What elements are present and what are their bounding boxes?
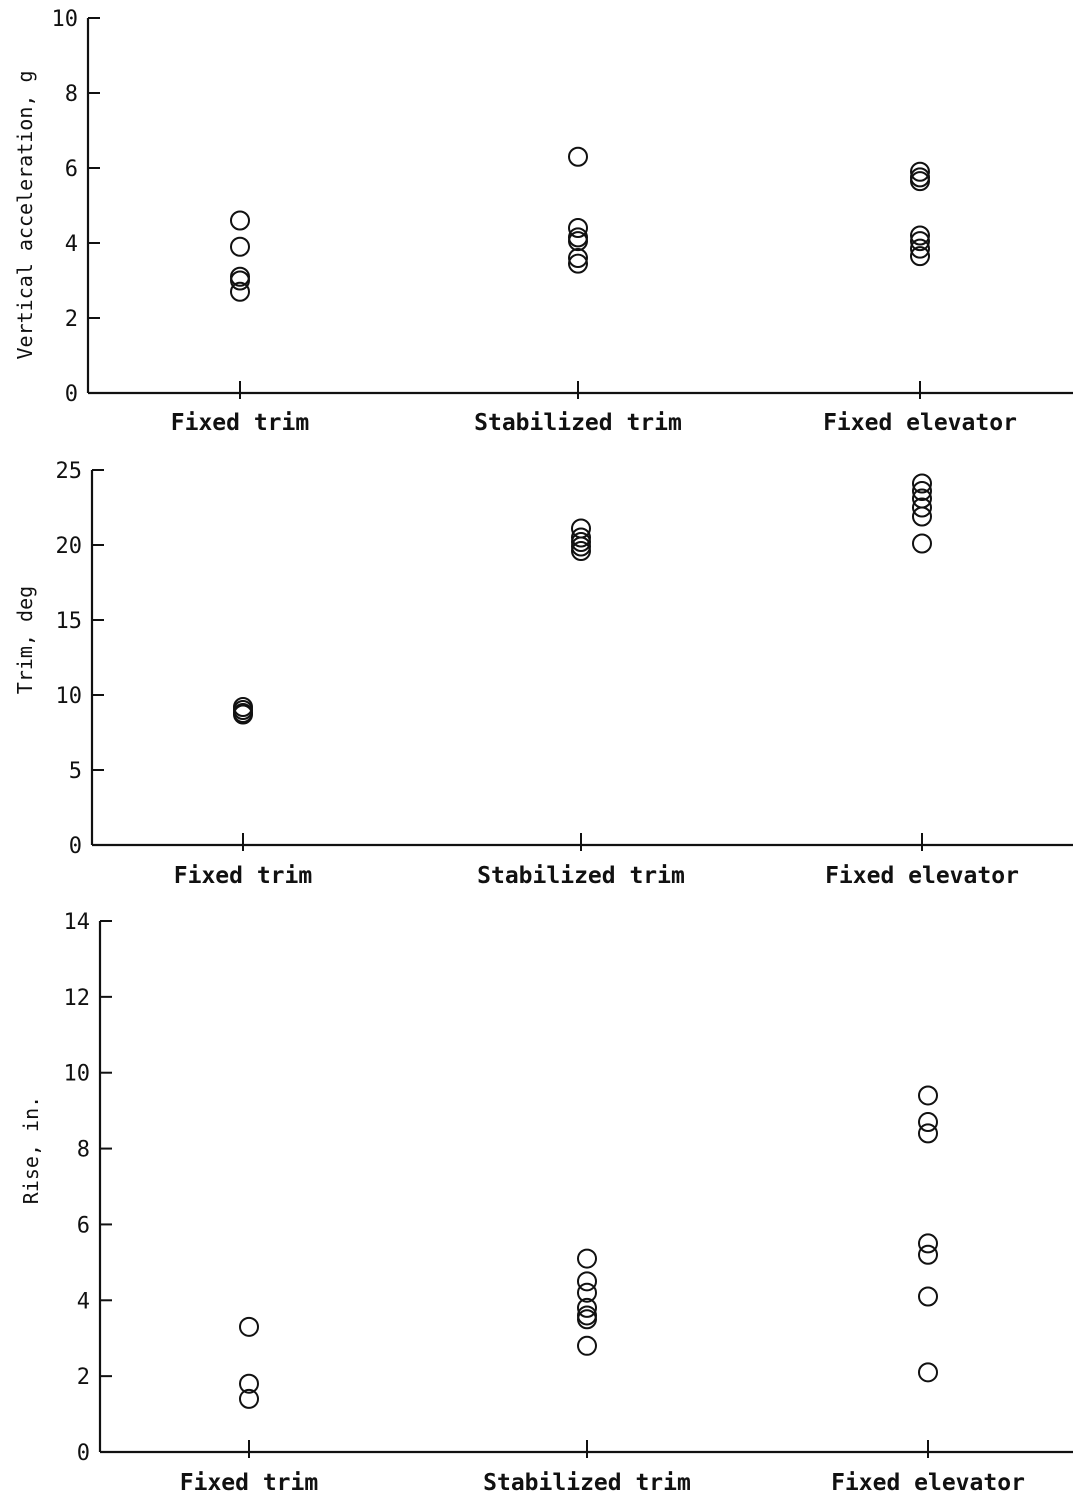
category-label: Fixed trim (180, 1470, 318, 1496)
y-tick-label: 10 (64, 1062, 91, 1087)
category-label: Fixed trim (171, 410, 309, 436)
y-tick-label: 15 (56, 609, 83, 634)
y-axis-title: Vertical acceleration, g (13, 71, 37, 360)
data-point (239, 1316, 259, 1337)
data-point (912, 473, 932, 494)
y-tick-label: 12 (64, 986, 91, 1011)
data-point (910, 225, 930, 246)
data-point (577, 1248, 597, 1269)
category-label: Fixed elevator (823, 410, 1017, 436)
data-point (230, 270, 250, 291)
data-point (910, 231, 930, 252)
y-tick-label: 6 (65, 157, 78, 182)
y-tick-label: 0 (69, 834, 82, 859)
data-point (910, 246, 930, 267)
data-point (912, 481, 932, 501)
data-point (910, 161, 930, 182)
data-point (912, 497, 932, 518)
y-tick-label: 2 (77, 1365, 90, 1390)
data-point (577, 1282, 597, 1303)
y-axis-title: Rise, in. (19, 1096, 43, 1204)
data-point (577, 1297, 597, 1318)
y-tick-label: 8 (65, 82, 78, 107)
chart-panel-2: 0 5 10 15 20 25 Trim, deg Fixed trim Stabilized … (13, 459, 1073, 889)
data-point (910, 238, 930, 259)
y-tick-label: 0 (77, 1441, 90, 1466)
data-point (571, 541, 591, 561)
y-tick-label: 4 (65, 232, 78, 257)
data-point (918, 1112, 938, 1133)
y-axis-title: Trim, deg (13, 586, 37, 694)
data-point (577, 1335, 597, 1356)
chart-panel-3: 0 2 4 6 8 10 12 14 Rise, in. Fixed trim Stabilized… (19, 910, 1073, 1496)
data-point (577, 1309, 597, 1330)
y-tick-label: 2 (65, 307, 78, 332)
y-tick-label: 5 (69, 759, 82, 784)
data-point (571, 536, 591, 557)
category-label: Stabilized trim (474, 410, 682, 436)
y-tick-label: 10 (52, 7, 79, 32)
data-point (912, 506, 932, 527)
y-tick-label: 6 (77, 1213, 90, 1238)
data-point (568, 218, 588, 238)
data-point (918, 1233, 938, 1254)
y-tick-label: 4 (77, 1289, 90, 1314)
data-point (910, 171, 930, 192)
data-point (918, 1244, 938, 1265)
y-tick-label: 8 (77, 1138, 90, 1163)
data-point (918, 1362, 938, 1383)
category-label: Fixed trim (174, 863, 312, 889)
data-point (239, 1373, 259, 1394)
data-point (918, 1123, 938, 1144)
data-point (571, 527, 591, 548)
chart-panel-1: 0 2 4 6 8 10 Vertical acceleration, g Fixed tri… (13, 7, 1073, 436)
y-tick-label: 14 (64, 910, 91, 935)
category-label: Stabilized trim (483, 1470, 691, 1496)
y-tick-label: 20 (56, 534, 83, 559)
data-point (230, 236, 250, 257)
category-label: Fixed elevator (831, 1470, 1025, 1496)
y-tick-label: 25 (56, 459, 83, 484)
data-point (577, 1271, 597, 1292)
category-label: Fixed elevator (825, 863, 1019, 889)
y-tick-label: 0 (65, 382, 78, 407)
data-point (571, 532, 591, 552)
data-point (912, 533, 932, 554)
data-point (230, 281, 250, 302)
data-point (230, 210, 250, 231)
data-point (568, 146, 588, 167)
data-point (568, 231, 588, 252)
data-point (233, 704, 253, 725)
data-point (918, 1085, 938, 1106)
data-point (568, 253, 588, 274)
data-point (568, 248, 588, 268)
data-point (239, 1388, 259, 1409)
data-point (918, 1286, 938, 1307)
category-label: Stabilized trim (477, 863, 685, 889)
y-tick-label: 10 (56, 684, 83, 709)
